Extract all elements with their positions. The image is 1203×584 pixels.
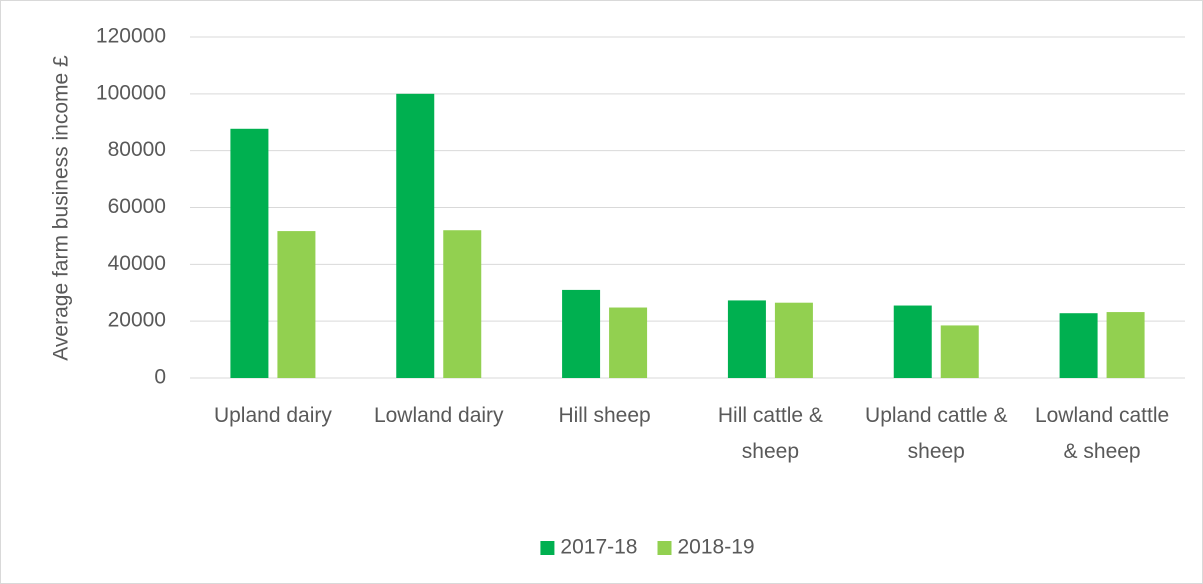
y-tick-label: 120000 <box>96 25 166 48</box>
x-tick-label: Upland cattle & sheep <box>865 404 1007 463</box>
x-tick-label: Hill sheep <box>558 404 650 427</box>
legend-label: 2017-18 <box>560 536 637 559</box>
y-tick-label: 0 <box>154 366 166 389</box>
y-tick-label: 40000 <box>108 252 166 275</box>
y-axis-title: Average farm business income £ <box>50 55 73 361</box>
bar <box>940 325 979 378</box>
x-tick-label: Upland dairy <box>214 404 332 427</box>
x-tick-label: Hill cattle & sheep <box>718 404 823 463</box>
bar <box>893 305 932 378</box>
bar <box>727 300 766 378</box>
bar <box>609 307 648 378</box>
y-tick-label: 60000 <box>108 195 166 218</box>
bar <box>774 302 813 378</box>
bar <box>443 230 482 378</box>
bar <box>396 93 435 378</box>
y-tick-label: 100000 <box>96 81 166 104</box>
bar <box>562 289 601 378</box>
bar <box>1059 313 1098 378</box>
x-tick-label: Lowland dairy <box>374 404 504 427</box>
bar <box>230 128 269 378</box>
bar <box>277 231 316 378</box>
y-tick-label: 20000 <box>108 309 166 332</box>
legend-swatch <box>540 541 555 555</box>
legend-swatch <box>657 541 672 555</box>
x-tick-label: Lowland cattle & sheep <box>1035 404 1169 463</box>
bar <box>1106 312 1145 378</box>
legend-label: 2018-19 <box>678 536 755 559</box>
y-tick-label: 80000 <box>108 138 166 161</box>
